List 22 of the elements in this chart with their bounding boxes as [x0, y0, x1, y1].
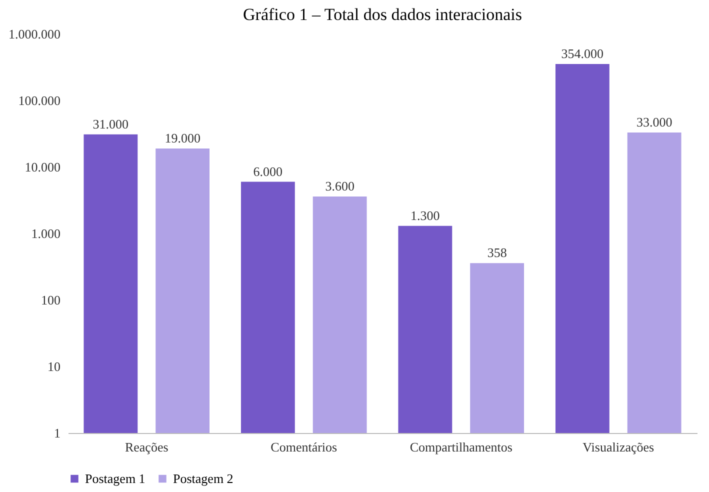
- x-tick-label: Visualizações: [582, 440, 654, 454]
- y-tick-label: 100.000: [18, 93, 60, 108]
- y-tick-label: 10.000: [24, 160, 60, 174]
- data-label: 31.000: [92, 116, 129, 132]
- data-label: 3.600: [325, 178, 354, 194]
- chart-title: Gráfico 1 – Total dos dados interacionais: [243, 5, 522, 24]
- x-tick-label: Comentários: [270, 440, 338, 454]
- data-label: 33.000: [636, 114, 672, 130]
- x-tick-label: Reações: [124, 440, 168, 454]
- data-label: 1.300: [410, 208, 440, 223]
- data-label: 358: [487, 245, 507, 260]
- legend-label: Postagem 2: [173, 470, 234, 486]
- y-tick-label: 10: [48, 359, 60, 374]
- data-label: 19.000: [164, 130, 200, 146]
- data-label: 6.000: [253, 164, 283, 179]
- x-tick-label: Compartilhamentos: [410, 440, 512, 454]
- y-tick-label: 100: [41, 292, 60, 308]
- y-tick-label: 1.000.000: [8, 26, 60, 42]
- y-tick-label: 1: [54, 426, 60, 440]
- legend-label: Postagem 1: [85, 470, 146, 486]
- y-tick-label: 1.000: [31, 226, 60, 241]
- data-label: 354.000: [561, 46, 604, 61]
